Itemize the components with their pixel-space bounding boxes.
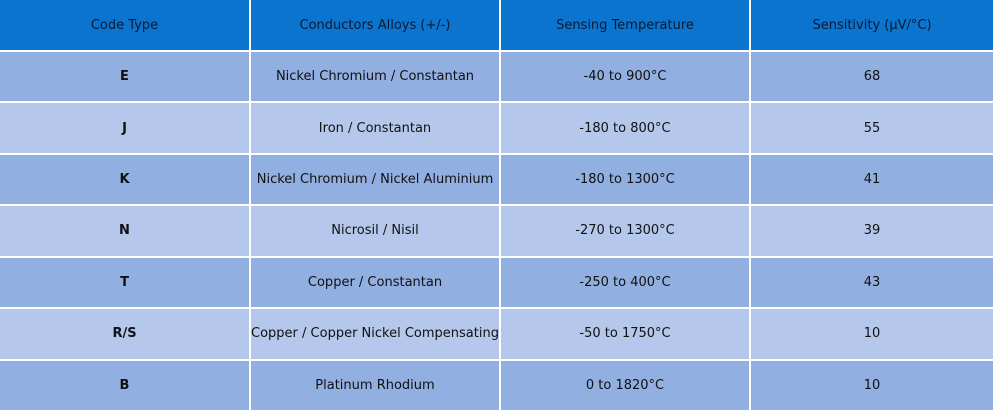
temperature-cell: 0 to 1820°C <box>499 359 750 410</box>
sensitivity-cell: 55 <box>749 102 993 155</box>
table-row: B Platinum Rhodium 0 to 1820°C 10 <box>0 359 993 410</box>
table-row: K Nickel Chromium / Nickel Aluminium -18… <box>0 153 993 207</box>
table-body: E Nickel Chromium / Constantan -40 to 90… <box>0 51 993 410</box>
sensitivity-cell: 10 <box>749 359 993 410</box>
code-type-cell: J <box>0 102 250 155</box>
alloys-cell: Copper / Copper Nickel Compensating <box>249 308 500 361</box>
sensitivity-cell: 39 <box>749 205 993 258</box>
temperature-cell: -50 to 1750°C <box>499 308 750 361</box>
header-sensitivity: Sensitivity (µV/°C) <box>749 0 993 52</box>
table-row: N Nicrosil / Nisil -270 to 1300°C 39 <box>0 205 993 258</box>
sensitivity-cell: 43 <box>749 256 993 310</box>
alloys-cell: Iron / Constantan <box>249 102 500 155</box>
code-type-cell: T <box>0 256 250 310</box>
header-conductors-alloys: Conductors Alloys (+/-) <box>249 0 500 52</box>
table-row: E Nickel Chromium / Constantan -40 to 90… <box>0 51 993 104</box>
temperature-cell: -270 to 1300°C <box>499 205 750 258</box>
code-type-cell: B <box>0 359 250 410</box>
temperature-cell: -40 to 900°C <box>499 51 750 104</box>
code-type-cell: R/S <box>0 308 250 361</box>
code-type-cell: E <box>0 51 250 104</box>
header-row: Code Type Conductors Alloys (+/-) Sensin… <box>0 0 993 52</box>
alloys-cell: Nickel Chromium / Constantan <box>249 51 500 104</box>
header-sensing-temperature: Sensing Temperature <box>499 0 750 52</box>
temperature-cell: -250 to 400°C <box>499 256 750 310</box>
table-row: R/S Copper / Copper Nickel Compensating … <box>0 308 993 361</box>
code-type-cell: K <box>0 153 250 207</box>
sensitivity-cell: 68 <box>749 51 993 104</box>
table-header: Code Type Conductors Alloys (+/-) Sensin… <box>0 0 993 52</box>
code-type-cell: N <box>0 205 250 258</box>
temperature-cell: -180 to 1300°C <box>499 153 750 207</box>
sensitivity-cell: 10 <box>749 308 993 361</box>
table-row: T Copper / Constantan -250 to 400°C 43 <box>0 256 993 310</box>
alloys-cell: Nicrosil / Nisil <box>249 205 500 258</box>
header-code-type: Code Type <box>0 0 250 52</box>
sensitivity-cell: 41 <box>749 153 993 207</box>
table-row: J Iron / Constantan -180 to 800°C 55 <box>0 102 993 155</box>
alloys-cell: Nickel Chromium / Nickel Aluminium <box>249 153 500 207</box>
temperature-cell: -180 to 800°C <box>499 102 750 155</box>
alloys-cell: Copper / Constantan <box>249 256 500 310</box>
alloys-cell: Platinum Rhodium <box>249 359 500 410</box>
